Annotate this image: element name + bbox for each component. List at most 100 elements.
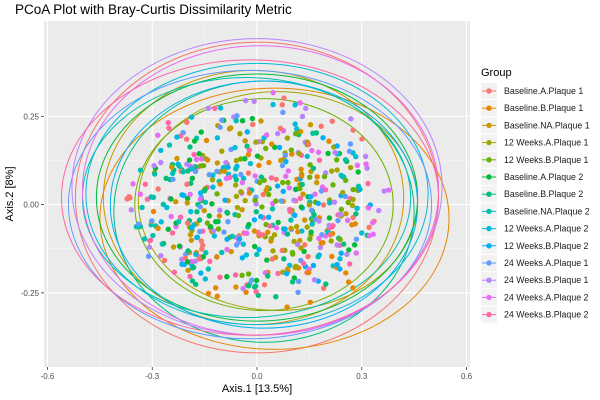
point-8 [194, 234, 201, 240]
ellipse-13 [60, 59, 440, 336]
point-9 [197, 190, 204, 196]
legend-key-dot [486, 260, 492, 266]
point-5 [326, 215, 333, 221]
point-0 [302, 242, 308, 248]
point-8 [210, 184, 216, 190]
ellipse-1 [99, 87, 450, 350]
legend-label: Baseline.NA.Plaque 2 [504, 206, 590, 216]
point-13 [165, 119, 172, 126]
point-9 [280, 188, 286, 195]
point-4 [259, 204, 265, 210]
point-2 [242, 138, 248, 144]
legend-key-dot [486, 157, 492, 163]
point-3 [296, 150, 302, 157]
legend-label: 12 Weeks.A.Plaque 1 [504, 138, 589, 148]
point-8 [299, 228, 305, 234]
legend-label: 24 Weeks.A.Plaque 1 [504, 258, 589, 268]
point-12 [316, 235, 322, 242]
point-0 [184, 181, 190, 187]
point-0 [245, 170, 252, 176]
point-6 [189, 278, 196, 284]
point-5 [253, 277, 260, 284]
point-12 [188, 258, 195, 265]
point-4 [214, 191, 220, 197]
point-12 [363, 161, 369, 167]
point-0 [155, 186, 161, 192]
point-2 [300, 191, 306, 197]
legend: Baseline.A.Plaque 1 Baseline.B.Plaque 1 Ba… [481, 83, 590, 323]
point-10 [145, 253, 152, 260]
point-11 [364, 165, 370, 171]
point-12 [344, 217, 351, 224]
point-0 [126, 194, 132, 200]
ellipse-9 [109, 80, 419, 329]
point-7 [205, 266, 212, 272]
point-2 [169, 164, 175, 170]
point-13 [144, 196, 151, 202]
point-1 [217, 181, 223, 187]
point-11 [311, 277, 318, 283]
point-13 [300, 260, 307, 267]
point-9 [222, 197, 228, 203]
point-13 [246, 147, 253, 153]
point-3 [242, 197, 248, 204]
point-9 [198, 270, 204, 276]
legend-key-dot [486, 311, 492, 318]
point-13 [166, 125, 172, 131]
point-5 [224, 274, 230, 280]
point-5 [176, 243, 183, 249]
point-4 [307, 236, 313, 242]
point-7 [169, 170, 176, 177]
point-4 [263, 221, 269, 228]
point-0 [366, 224, 372, 231]
legend-label: Baseline.B.Plaque 1 [504, 103, 583, 113]
point-13 [253, 288, 259, 295]
legend-label: Baseline.B.Plaque 2 [504, 189, 583, 199]
point-7 [233, 166, 239, 172]
point-7 [315, 254, 321, 260]
legend-key-dot [486, 139, 492, 146]
point-2 [228, 125, 234, 131]
legend-label: 12 Weeks.A.Plaque 2 [504, 224, 589, 234]
point-9 [224, 236, 230, 242]
point-8 [304, 153, 310, 160]
point-10 [233, 242, 240, 248]
point-11 [302, 105, 309, 112]
point-3 [219, 148, 225, 154]
point-0 [250, 121, 256, 128]
point-0 [305, 253, 311, 260]
point-4 [238, 156, 244, 162]
point-3 [304, 224, 310, 230]
point-8 [270, 101, 276, 108]
point-8 [188, 114, 195, 120]
point-0 [260, 191, 266, 198]
point-5 [275, 219, 281, 226]
point-5 [198, 129, 204, 135]
point-11 [299, 113, 306, 120]
point-0 [277, 125, 284, 132]
point-11 [151, 162, 157, 169]
point-0 [255, 229, 261, 235]
point-0 [350, 127, 356, 133]
point-11 [242, 97, 249, 104]
point-7 [355, 183, 362, 190]
point-3 [306, 202, 313, 208]
point-4 [345, 199, 351, 206]
point-11 [205, 105, 212, 112]
point-7 [202, 199, 209, 205]
point-9 [334, 143, 340, 149]
point-2 [288, 225, 294, 232]
point-5 [213, 219, 219, 225]
point-1 [245, 151, 252, 158]
chart-title: PCoA Plot with Bray-Curtis Dissimilarity… [15, 2, 292, 17]
point-6 [160, 240, 167, 247]
legend-label: 12 Weeks.B.Plaque 1 [504, 155, 589, 165]
y-axis-ticks: -0.25 0.00 0.25 [21, 112, 44, 298]
point-12 [199, 156, 205, 162]
point-5 [325, 150, 331, 157]
point-13 [212, 105, 218, 112]
point-6 [185, 168, 191, 174]
point-9 [283, 158, 289, 165]
point-2 [214, 160, 221, 166]
x-axis-title: Axis.1 [13.5%] [222, 383, 292, 395]
